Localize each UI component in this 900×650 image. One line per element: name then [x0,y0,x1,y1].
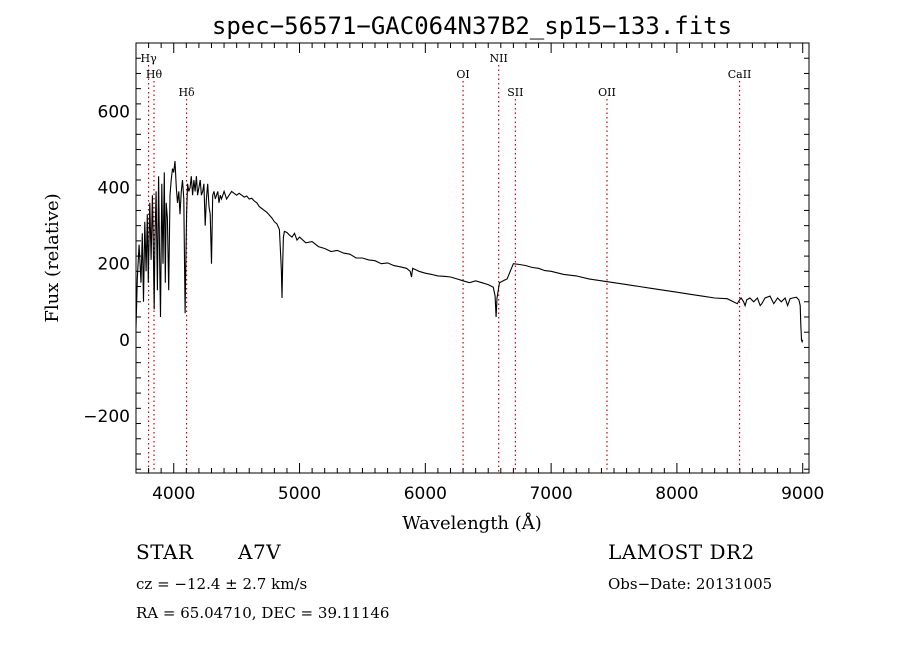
line-marker-label: CaII [728,68,752,81]
plot-frame [135,42,810,474]
y-tick-label: −200 [83,407,130,427]
y-tick-label: 0 [119,331,130,351]
line-marker-label: Hγ [140,52,157,65]
line-marker-label: Hδ [178,86,195,99]
line-markers: Hγ Hθ Hδ OI NII SII OII CaII [140,52,751,473]
axes: 4000 5000 6000 7000 8000 9000 −200 0 200 400 600 [83,42,824,504]
x-tick-label: 4000 [152,484,195,504]
x-tick-label: 5000 [278,484,321,504]
y-tick-label: 200 [98,255,130,275]
line-marker-label: OII [598,86,616,99]
y-tick-label: 600 [98,102,130,122]
x-tick-label: 9000 [781,484,824,504]
chart-title: spec−56571−GAC064N37B2_sp15−133.fits [212,12,732,40]
x-tick-label: 7000 [529,484,572,504]
line-marker-label: SII [507,86,523,99]
observation-date: Obs−Date: 20131005 [608,575,773,593]
redshift-cz: cz = −12.4 ± 2.7 km/s [136,575,308,593]
object-class: STAR [136,540,194,564]
x-tick-label: 6000 [404,484,447,504]
y-tick-label: 400 [98,179,130,199]
y-axis-label: Flux (relative) [42,193,63,322]
line-marker-label: Hθ [146,68,163,81]
coordinates: RA = 65.04710, DEC = 39.11146 [136,604,390,622]
spectrum-line [135,160,804,344]
spectral-subclass: A7V [238,540,282,564]
line-marker-label: OI [456,68,469,81]
x-axis-label: Wavelength (Å) [402,512,542,534]
survey-name: LAMOST DR2 [608,540,755,564]
x-tick-label: 8000 [655,484,698,504]
line-marker-label: NII [490,52,508,65]
